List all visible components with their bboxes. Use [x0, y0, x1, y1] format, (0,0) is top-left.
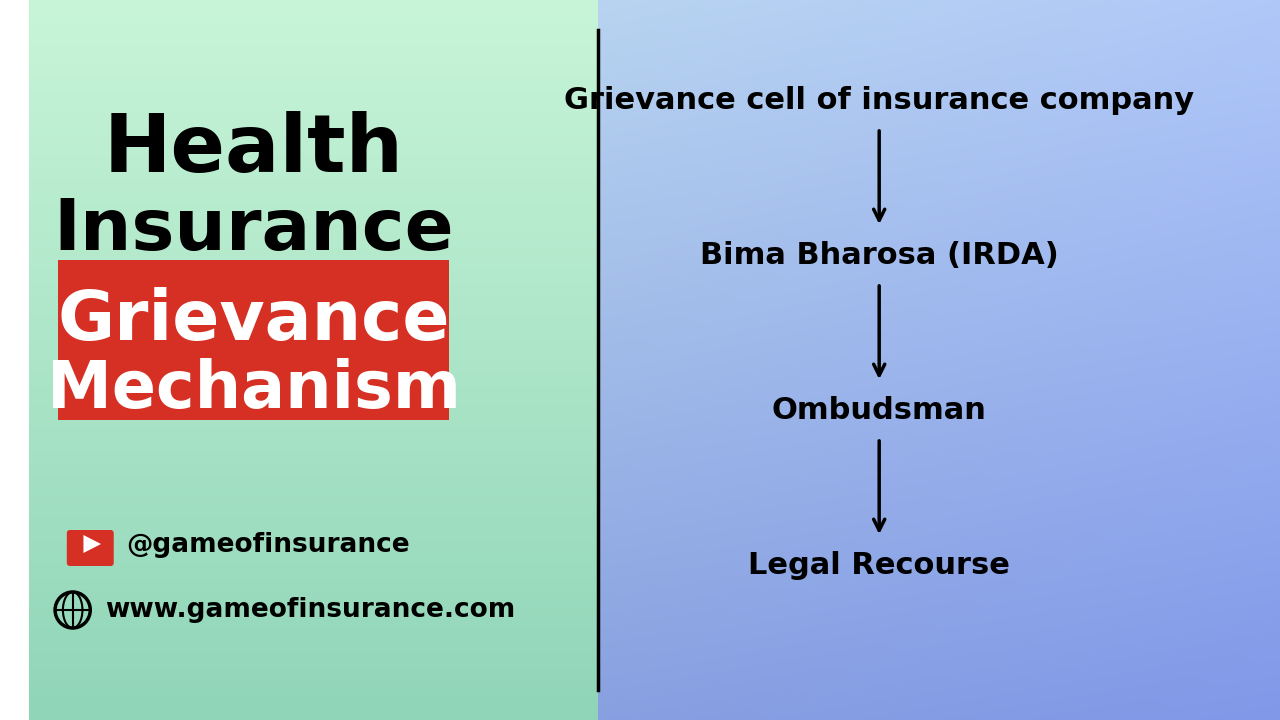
Text: Bima Bharosa (IRDA): Bima Bharosa (IRDA) [700, 240, 1059, 269]
FancyBboxPatch shape [58, 260, 449, 420]
Text: Health: Health [104, 111, 403, 189]
Text: Grievance cell of insurance company: Grievance cell of insurance company [564, 86, 1194, 114]
Polygon shape [83, 535, 101, 553]
Text: @gameofinsurance: @gameofinsurance [127, 532, 410, 558]
FancyBboxPatch shape [67, 530, 114, 566]
Text: Mechanism: Mechanism [46, 358, 461, 422]
Text: Ombudsman: Ombudsman [772, 395, 987, 425]
Text: Insurance: Insurance [54, 196, 454, 264]
Text: Legal Recourse: Legal Recourse [749, 551, 1010, 580]
Text: www.gameofinsurance.com: www.gameofinsurance.com [105, 597, 515, 623]
Text: Grievance: Grievance [58, 287, 449, 354]
